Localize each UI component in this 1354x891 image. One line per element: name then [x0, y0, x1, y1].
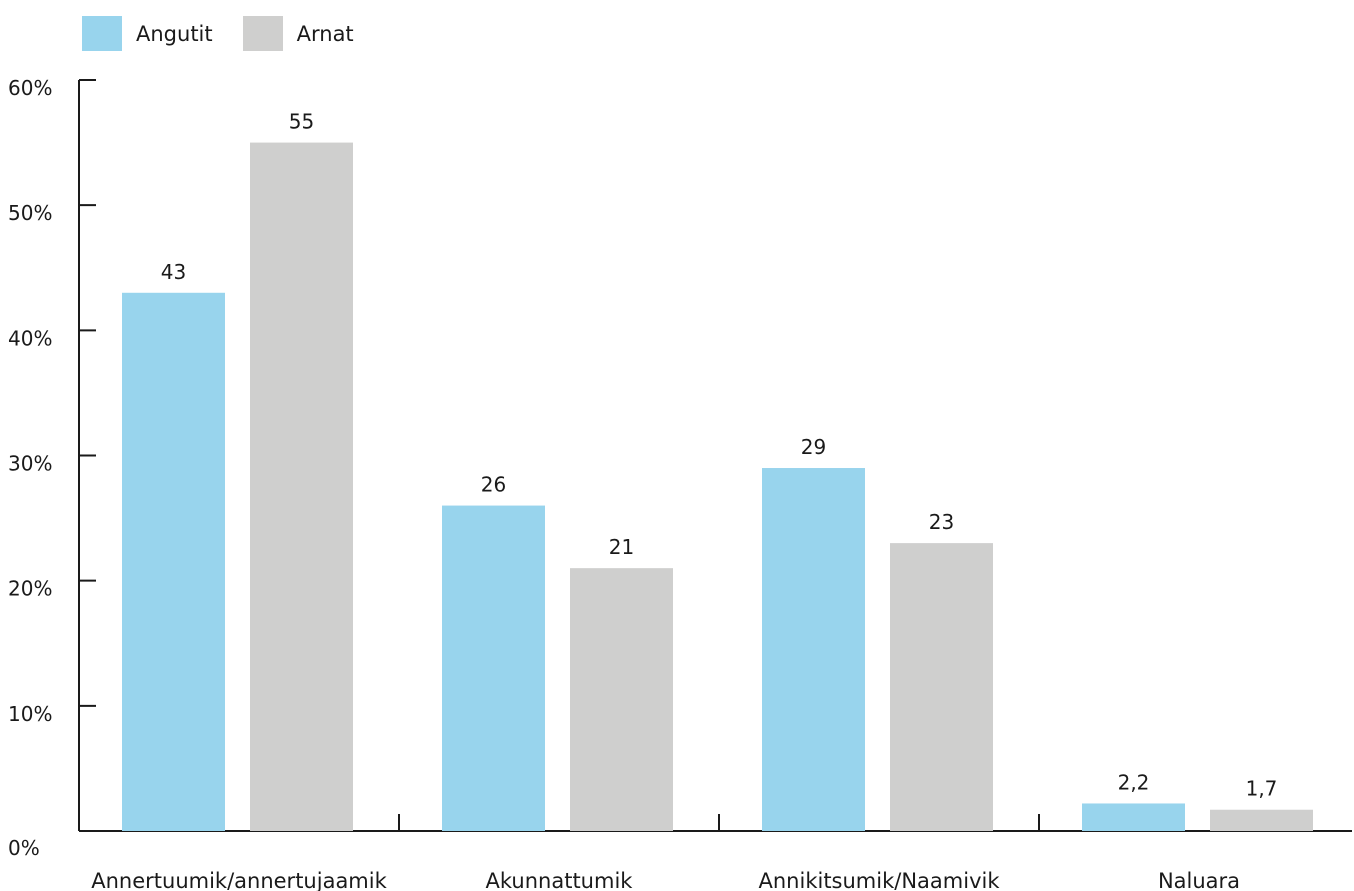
- data-label: 21: [609, 535, 634, 559]
- bar-angutit-3: [1082, 803, 1185, 831]
- data-label: 2,2: [1118, 770, 1150, 794]
- bar-arnat-3: [1210, 809, 1313, 831]
- data-label: 1,7: [1246, 777, 1278, 801]
- y-tick-label: 60%: [8, 76, 52, 100]
- bar-angutit-0: [122, 292, 225, 831]
- bar-arnat-2: [890, 543, 993, 831]
- legend-label-arnat: Arnat: [296, 21, 354, 46]
- legend-swatch-angutit: [82, 16, 122, 51]
- legend-label-angutit: Angutit: [136, 21, 213, 46]
- y-tick-label: 10%: [8, 702, 52, 726]
- x-category-label: Akunnattumik: [486, 869, 634, 891]
- bar-arnat-0: [250, 142, 353, 832]
- y-tick-label: 0%: [8, 836, 40, 860]
- legend-item-angutit: Angutit: [82, 16, 213, 51]
- bar-arnat-1: [570, 568, 673, 831]
- data-label: 43: [161, 260, 186, 284]
- bar-angutit-2: [762, 468, 865, 831]
- x-category-label: Naluara: [1158, 869, 1240, 891]
- legend-item-arnat: Arnat: [242, 16, 354, 51]
- legend: Angutit Arnat: [82, 16, 384, 51]
- data-label: 29: [801, 435, 826, 459]
- y-tick-label: 40%: [8, 326, 52, 350]
- data-label: 26: [481, 473, 506, 497]
- x-category-label: Annertuumik/annertujaamik: [91, 869, 387, 891]
- x-category-label: Annikitsumik/Naamivik: [759, 869, 1001, 891]
- y-tick-label: 20%: [8, 577, 52, 601]
- y-tick-label: 50%: [8, 201, 52, 225]
- bar-angutit-1: [442, 505, 545, 831]
- y-tick-label: 30%: [8, 452, 52, 476]
- legend-swatch-arnat: [242, 16, 283, 51]
- data-label: 23: [929, 510, 954, 534]
- data-label: 55: [289, 110, 314, 134]
